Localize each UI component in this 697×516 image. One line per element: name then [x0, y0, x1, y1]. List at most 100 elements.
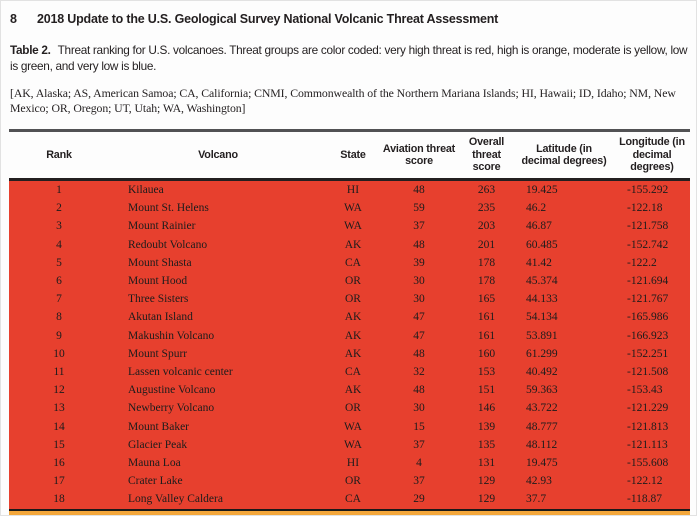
cell-rank: 18	[9, 490, 109, 509]
table-row: 11 Lassen volcanic center CA 32 153 40.492 -12…	[9, 363, 690, 382]
cell-rank: 7	[9, 290, 109, 309]
cell-rank: 1	[9, 179, 109, 200]
cell-volcano: Mount Spurr	[109, 344, 327, 364]
cell-longitude: -155.608	[614, 454, 690, 473]
cell-volcano: Newberry Volcano	[109, 399, 327, 418]
cell-volcano: Mount St. Helens	[109, 199, 327, 218]
cell-state: CA	[327, 490, 379, 509]
cell-aviation_threat_score: 48	[379, 344, 459, 364]
cell-volcano: Mauna Loa	[109, 454, 327, 473]
cell-aviation_threat_score: 32	[379, 363, 459, 382]
cell-longitude: -122.12	[614, 472, 690, 491]
cell-latitude: 48.112	[514, 435, 614, 455]
cell-longitude: -122.18	[614, 199, 690, 218]
cell-aviation_threat_score: 59	[379, 199, 459, 218]
abbreviation-note: [AK, Alaska; AS, American Samoa; CA, Cal…	[10, 86, 676, 115]
cell-state: OR	[327, 290, 379, 309]
cell-aviation_threat_score: 47	[379, 308, 459, 327]
cell-state: CA	[327, 253, 379, 273]
cell-overall_threat_score: 153	[459, 363, 514, 382]
cell-latitude: 45.374	[514, 272, 614, 291]
cell-aviation_threat_score: 29	[379, 490, 459, 509]
table-row: 3 Mount Rainier WA 37 203 46.87 -121.758	[9, 217, 690, 236]
cell-latitude: 54.134	[514, 308, 614, 327]
cell-rank: 3	[9, 217, 109, 236]
cell-state: AK	[327, 344, 379, 364]
cell-longitude: -152.251	[614, 344, 690, 364]
table-row: 14 Mount Baker WA 15 139 48.777 -121.813	[9, 417, 690, 436]
col-header-aviation-threat-score: Aviation threat score	[379, 129, 459, 181]
cell-state: WA	[327, 199, 379, 218]
cell-overall_threat_score: 161	[459, 326, 514, 345]
cell-volcano: Lassen volcanic center	[109, 363, 327, 382]
cell-latitude: 61.299	[514, 344, 614, 364]
cell-overall_threat_score: 139	[459, 417, 514, 436]
table-row: 5 Mount Shasta CA 39 178 41.42 -122.2	[9, 253, 690, 273]
cell-longitude: -121.229	[614, 399, 690, 418]
cell-rank: 10	[9, 344, 109, 364]
cell-aviation_threat_score: 39	[379, 253, 459, 273]
cell-rank: 8	[9, 308, 109, 327]
cell-rank: 14	[9, 417, 109, 436]
high-threat-group-strip	[9, 508, 690, 515]
cell-aviation_threat_score: 37	[379, 217, 459, 236]
cell-rank: 11	[9, 363, 109, 382]
cell-longitude: -121.767	[614, 290, 690, 309]
col-header-overall-threat-score: Overall threat score	[459, 129, 514, 181]
cell-aviation_threat_score: 4	[379, 454, 459, 473]
cell-latitude: 19.425	[514, 179, 614, 200]
cell-state: AK	[327, 235, 379, 254]
cell-aviation_threat_score: 48	[379, 235, 459, 254]
table-row: 13 Newberry Volcano OR 30 146 43.722 -121.229	[9, 399, 690, 418]
table-caption-text: Threat ranking for U.S. volcanoes. Threa…	[10, 43, 688, 73]
page-number: 8	[10, 12, 17, 26]
table-caption: Table 2. Threat ranking for U.S. volcanoe…	[10, 43, 691, 74]
cell-volcano: Long Valley Caldera	[109, 490, 327, 509]
cell-overall_threat_score: 201	[459, 235, 514, 254]
running-head: 8 2018 Update to the U.S. Geological Surv…	[10, 12, 498, 26]
cell-longitude: -121.758	[614, 217, 690, 236]
cell-state: AK	[327, 381, 379, 400]
cell-overall_threat_score: 146	[459, 399, 514, 418]
cell-state: OR	[327, 272, 379, 291]
cell-longitude: -152.742	[614, 235, 690, 254]
cell-latitude: 53.891	[514, 326, 614, 345]
table-row: 10 Mount Spurr AK 48 160 61.299 -152.251	[9, 344, 690, 364]
col-header-latitude: Latitude (in decimal degrees)	[514, 129, 614, 181]
cell-aviation_threat_score: 48	[379, 381, 459, 400]
cell-aviation_threat_score: 37	[379, 435, 459, 455]
cell-rank: 13	[9, 399, 109, 418]
cell-rank: 16	[9, 454, 109, 473]
table-row: 9 Makushin Volcano AK 47 161 53.891 -166.923	[9, 326, 690, 345]
cell-latitude: 46.2	[514, 199, 614, 218]
cell-volcano: Redoubt Volcano	[109, 235, 327, 254]
table-row: 4 Redoubt Volcano AK 48 201 60.485 -152.742	[9, 235, 690, 254]
cell-state: WA	[327, 217, 379, 236]
cell-overall_threat_score: 135	[459, 435, 514, 455]
cell-overall_threat_score: 129	[459, 472, 514, 491]
cell-rank: 4	[9, 235, 109, 254]
cell-longitude: -121.508	[614, 363, 690, 382]
cell-latitude: 44.133	[514, 290, 614, 309]
cell-overall_threat_score: 160	[459, 344, 514, 364]
cell-aviation_threat_score: 15	[379, 417, 459, 436]
cell-volcano: Kilauea	[109, 179, 327, 200]
cell-longitude: -165.986	[614, 308, 690, 327]
col-header-longitude: Longitude (in decimal degrees)	[614, 129, 690, 181]
cell-longitude: -153.43	[614, 381, 690, 400]
cell-longitude: -118.87	[614, 490, 690, 509]
cell-volcano: Mount Shasta	[109, 253, 327, 273]
cell-state: WA	[327, 435, 379, 455]
cell-volcano: Makushin Volcano	[109, 326, 327, 345]
table-row: 18 Long Valley Caldera CA 29 129 37.7 -118.87	[9, 490, 690, 509]
volcano-table-body: 1 Kilauea HI 48 263 19.425 -155.292 2 Mount St. …	[9, 179, 690, 509]
cell-longitude: -155.292	[614, 179, 690, 200]
cell-aviation_threat_score: 30	[379, 290, 459, 309]
cell-rank: 2	[9, 199, 109, 218]
cell-latitude: 46.87	[514, 217, 614, 236]
cell-overall_threat_score: 203	[459, 217, 514, 236]
col-header-state: State	[327, 129, 379, 181]
col-header-rank: Rank	[9, 129, 109, 181]
cell-rank: 12	[9, 381, 109, 400]
cell-volcano: Augustine Volcano	[109, 381, 327, 400]
